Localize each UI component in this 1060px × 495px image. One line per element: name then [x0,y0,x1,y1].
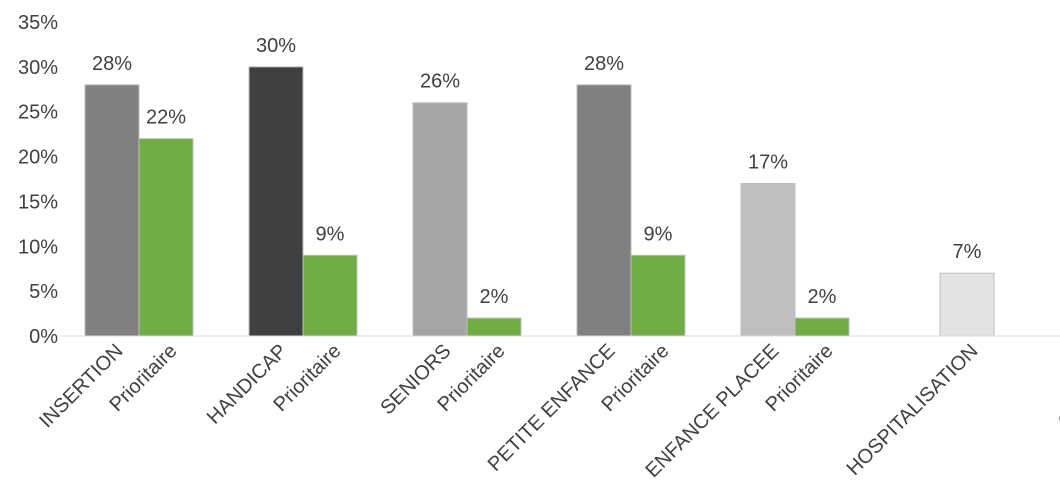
data-label: 2% [480,286,509,308]
category-label: HOSPITALISATION [843,340,983,480]
bar-petite-enfance [576,84,632,337]
data-label: 9% [316,223,345,245]
data-label: 28% [92,53,132,75]
y-tick-label: 15% [18,191,58,213]
y-tick-label: 0% [29,326,58,348]
data-label: 7% [953,241,982,263]
data-label: 30% [256,35,296,57]
y-axis: 0% 5% 10% 15% 20% 25% 30% 35% [18,12,58,348]
y-tick-label: 5% [29,281,58,303]
y-tick-label: 30% [18,57,58,79]
data-label: 9% [644,223,673,245]
data-label: 2% [808,286,837,308]
bar-prioritaire [794,317,850,337]
data-label: 22% [146,107,186,129]
category-label: CARCERAL [1054,340,1060,433]
data-label: 26% [420,71,460,93]
bar-insertion [84,84,140,337]
y-tick-label: 25% [18,102,58,124]
category-label: INSERTION [35,340,127,432]
y-tick-label: 10% [18,236,58,258]
y-tick-label: 35% [18,12,58,34]
bars [84,66,995,337]
bar-enfance-placee [740,182,796,337]
bar-prioritaire [466,317,522,337]
bar-seniors [412,102,468,337]
bar-hospitalisation [939,272,995,337]
bar-prioritaire [630,254,686,337]
y-tick-label: 20% [18,147,58,169]
data-label: 17% [748,151,788,173]
bar-handicap [248,66,304,337]
data-labels: 28%22%30%9%26%2%28%9%17%2%7%9% [92,35,982,308]
bar-prioritaire [302,254,358,337]
category-label: HANDICAP [203,340,292,429]
data-label: 28% [584,53,624,75]
bar-prioritaire [138,138,194,337]
